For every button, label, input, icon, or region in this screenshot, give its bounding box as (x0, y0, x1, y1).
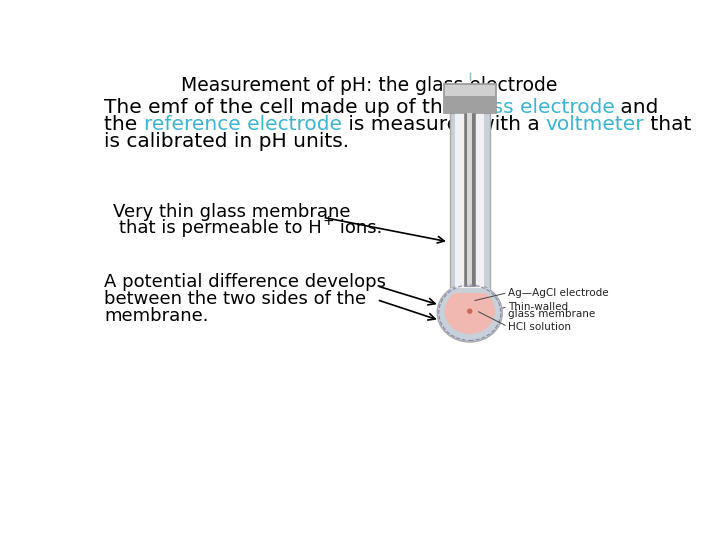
Text: Very thin glass membrane: Very thin glass membrane (113, 204, 351, 221)
Text: +: + (322, 214, 334, 228)
Bar (464, 112, 475, 286)
Text: glass membrane: glass membrane (508, 309, 595, 319)
Bar (467, 112, 472, 286)
Bar (455, 112, 485, 289)
Text: glass electrode: glass electrode (462, 98, 614, 117)
Text: HCl solution: HCl solution (508, 322, 572, 332)
Text: ions.: ions. (334, 219, 382, 237)
Bar (449, 288, 490, 293)
Bar (445, 85, 495, 97)
Text: that: that (644, 115, 692, 134)
Ellipse shape (467, 308, 472, 314)
Text: that is permeable to H: that is permeable to H (120, 219, 323, 237)
Bar (449, 112, 490, 289)
Text: The emf of the cell made up of the: The emf of the cell made up of the (104, 98, 462, 117)
Bar (444, 83, 496, 112)
Text: the: the (104, 115, 143, 134)
Text: and: and (614, 98, 659, 117)
Text: Ag—AgCl electrode: Ag—AgCl electrode (508, 288, 609, 298)
Text: Measurement of pH: the glass electrode: Measurement of pH: the glass electrode (181, 76, 557, 94)
Text: voltmeter: voltmeter (546, 115, 644, 134)
Ellipse shape (437, 284, 503, 342)
Text: is measured with a: is measured with a (341, 115, 546, 134)
Text: is calibrated in pH units.: is calibrated in pH units. (104, 132, 349, 151)
Text: A potential difference develops: A potential difference develops (104, 273, 386, 291)
Text: Thin-walled: Thin-walled (508, 301, 569, 312)
Ellipse shape (444, 288, 495, 334)
Text: membrane.: membrane. (104, 307, 209, 325)
Text: reference electrode: reference electrode (143, 115, 341, 134)
Text: between the two sides of the: between the two sides of the (104, 289, 366, 308)
